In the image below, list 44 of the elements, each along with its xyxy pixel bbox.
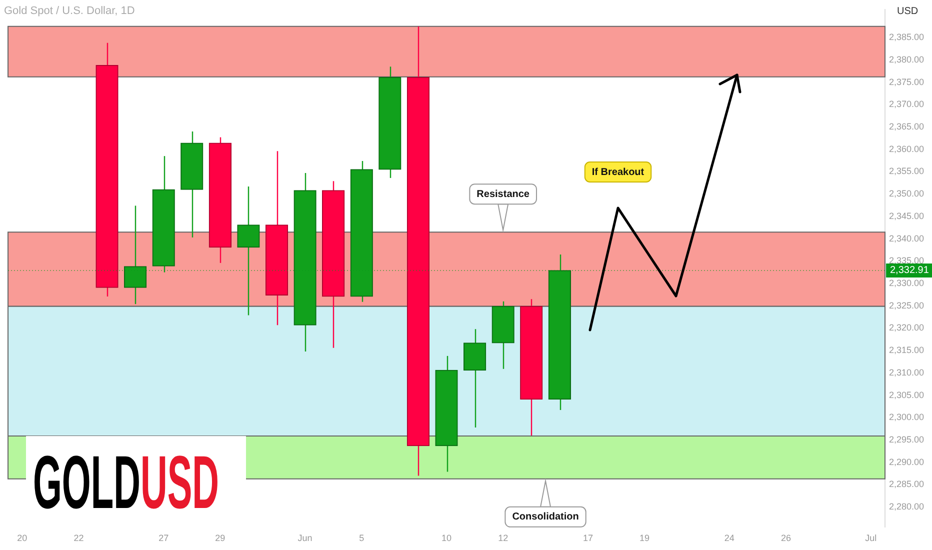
candlestick xyxy=(124,205,147,305)
y-tick-label: 2,335.00 xyxy=(889,256,924,266)
candlestick xyxy=(237,186,260,316)
y-tick-label: 2,370.00 xyxy=(889,99,924,110)
annotation: Resistance xyxy=(476,188,530,200)
y-tick-label: 2,285.00 xyxy=(889,479,924,490)
ref-line-label: 2,332.91 xyxy=(890,265,930,276)
y-tick-label: 2,330.00 xyxy=(889,278,924,288)
y-tick-label: 2,375.00 xyxy=(889,76,924,87)
x-tick-label: Jun xyxy=(298,533,312,544)
y-tick-label: 2,290.00 xyxy=(889,456,924,467)
x-tick-label: 5 xyxy=(359,533,364,544)
annotation: Consolidation xyxy=(512,512,579,523)
y-tick-label: 2,380.00 xyxy=(889,54,924,64)
y-tick-label: 2,315.00 xyxy=(889,345,924,356)
y-tick-label: 2,280.00 xyxy=(889,502,924,512)
y-tick-label: 2,305.00 xyxy=(889,390,924,400)
x-tick-label: 27 xyxy=(158,533,169,544)
y-tick-label: 2,385.00 xyxy=(889,32,924,42)
x-tick-label: 22 xyxy=(74,533,84,544)
y-tick-label: 2,300.00 xyxy=(889,412,924,422)
x-tick-label: 12 xyxy=(498,533,508,544)
y-tick-label: 2,295.00 xyxy=(889,434,924,444)
x-tick-label: 19 xyxy=(640,533,650,544)
annotation: If Breakout xyxy=(592,166,645,178)
x-tick-label: 26 xyxy=(780,533,791,544)
x-tick-label: Jul xyxy=(865,533,877,544)
y-tick-label: 2,355.00 xyxy=(889,166,924,176)
y-tick-label: 2,360.00 xyxy=(889,144,924,154)
y-tick-label: 2,340.00 xyxy=(889,233,924,244)
y-tick-label: 2,310.00 xyxy=(889,367,924,378)
text: GOLDUSD xyxy=(33,440,219,524)
y-tick-label: 2,345.00 xyxy=(889,210,924,221)
y-tick-label: 2,350.00 xyxy=(889,188,924,199)
x-tick-label: 17 xyxy=(582,533,593,544)
y-tick-label: 2,365.00 xyxy=(889,121,924,132)
y-tick-label: 2,320.00 xyxy=(889,322,924,333)
x-tick-label: 20 xyxy=(17,533,28,544)
chart-subtitle: Gold Spot / U.S. Dollar, 1D xyxy=(4,5,135,17)
y-tick-label: 2,325.00 xyxy=(889,300,924,310)
x-tick-label: 10 xyxy=(441,533,452,544)
y-axis-title: USD xyxy=(897,6,918,17)
x-tick-label: 29 xyxy=(215,533,226,544)
x-tick-label: 24 xyxy=(724,533,734,544)
